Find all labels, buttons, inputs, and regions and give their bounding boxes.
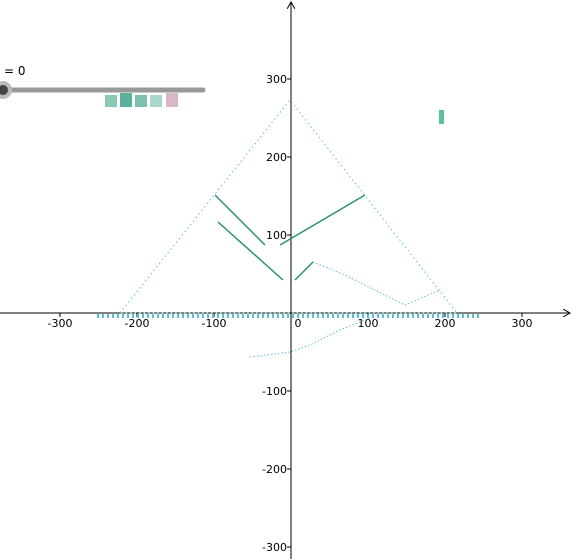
y-tick-label: 100	[266, 229, 287, 242]
y-tick-label: -300	[262, 541, 287, 554]
x-tick-label: 300	[512, 317, 533, 330]
segment	[294, 261, 314, 281]
x-tick-label: 200	[435, 317, 456, 330]
x-tick-label: -100	[202, 317, 227, 330]
icon	[105, 95, 117, 107]
icon	[166, 93, 178, 107]
curve	[249, 317, 371, 358]
icons	[105, 93, 178, 107]
triangle	[118, 99, 459, 314]
curve	[312, 261, 441, 306]
icon	[135, 95, 147, 107]
marker	[439, 110, 444, 124]
icon	[120, 93, 132, 107]
x-tick-label: 100	[358, 317, 379, 330]
y-tick-label: 200	[266, 151, 287, 164]
y-tick-label: -100	[262, 385, 287, 398]
y-tick-label: 300	[266, 73, 287, 86]
construction	[97, 99, 482, 358]
y-tick-label: -200	[262, 463, 287, 476]
slider-label: = 0	[4, 64, 26, 78]
x-tick-label: -200	[125, 317, 150, 330]
x-tick-label: 0	[295, 317, 302, 330]
slider-knob[interactable]	[0, 85, 8, 95]
segment	[279, 194, 366, 246]
slider[interactable]: = 0	[0, 64, 206, 99]
icon	[150, 95, 162, 107]
x-tick-label: -300	[48, 317, 73, 330]
segment	[217, 221, 284, 281]
segment	[214, 194, 266, 246]
